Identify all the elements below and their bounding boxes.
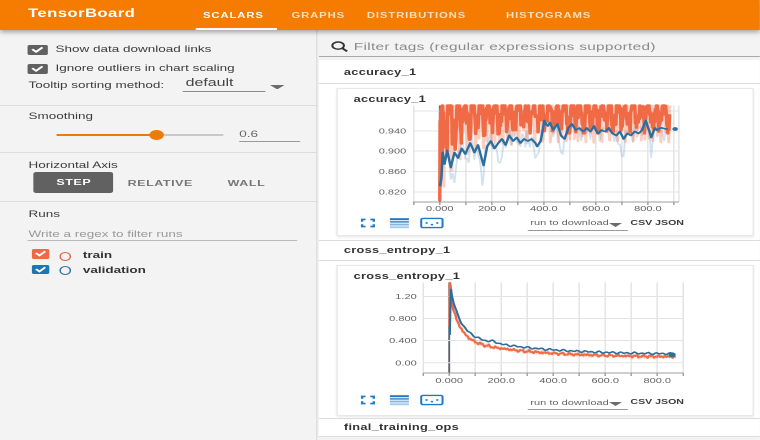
svg-text:400.0: 400.0	[540, 376, 568, 385]
svg-text:0.00: 0.00	[396, 358, 417, 367]
svg-text:800.0: 800.0	[635, 205, 663, 214]
svg-text:0.940: 0.940	[379, 127, 407, 136]
svg-text:600.0: 600.0	[592, 376, 620, 385]
svg-text:0.900: 0.900	[379, 147, 407, 156]
svg-text:0.800: 0.800	[390, 314, 418, 323]
svg-text:0.820: 0.820	[379, 188, 407, 197]
svg-text:0.400: 0.400	[390, 336, 418, 345]
svg-text:200.0: 200.0	[488, 376, 516, 385]
svg-text:400.0: 400.0	[531, 205, 559, 214]
svg-text:600.0: 600.0	[583, 205, 611, 214]
svg-text:1.20: 1.20	[396, 292, 417, 301]
svg-text:800.0: 800.0	[644, 376, 672, 385]
svg-text:0.860: 0.860	[379, 168, 407, 177]
svg-text:0.000: 0.000	[436, 376, 464, 385]
svg-text:200.0: 200.0	[479, 205, 507, 214]
svg-text:0.000: 0.000	[427, 205, 455, 214]
